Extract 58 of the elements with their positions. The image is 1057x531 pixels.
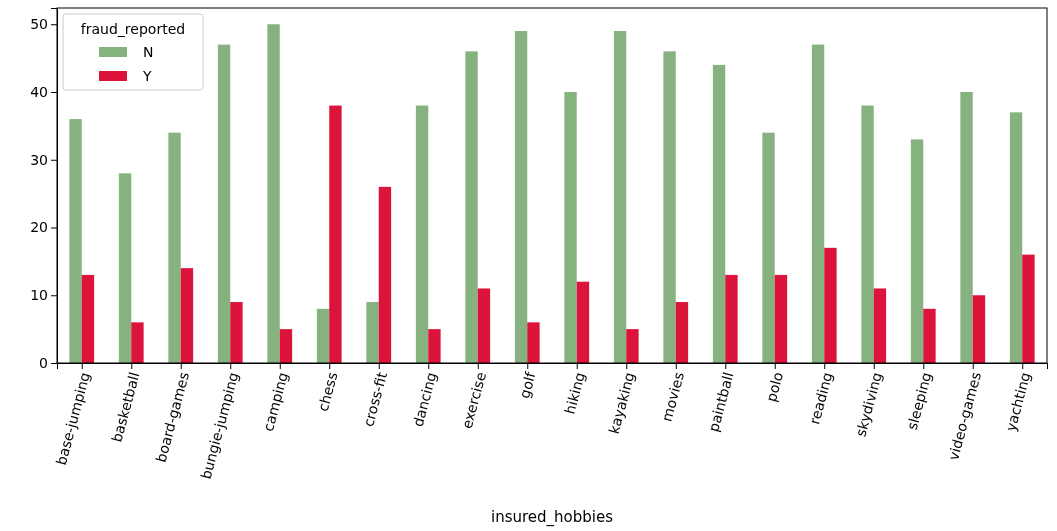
bar — [131, 322, 144, 363]
x-tick-label: golf — [516, 369, 539, 400]
bar — [329, 105, 342, 363]
bar — [725, 274, 738, 363]
bar — [428, 329, 441, 363]
bar — [873, 288, 887, 363]
bar — [564, 92, 577, 363]
x-tick-label: paintball — [705, 370, 737, 434]
bar — [811, 44, 825, 363]
y-tick-label: 20 — [30, 219, 48, 236]
legend-label: N — [143, 44, 154, 60]
bar — [626, 329, 639, 363]
bar — [415, 105, 429, 363]
bar — [230, 302, 243, 363]
bar — [465, 51, 478, 363]
y-tick-label: 10 — [30, 287, 48, 304]
x-tick-label: hiking — [561, 370, 589, 416]
bar — [316, 308, 330, 363]
bar — [168, 132, 181, 363]
bar — [477, 288, 491, 363]
x-tick-label: movies — [658, 370, 688, 424]
bar — [762, 132, 775, 363]
y-tick-label: 0 — [39, 354, 48, 371]
bar — [774, 274, 788, 363]
bar — [712, 64, 726, 363]
bar — [1009, 112, 1023, 363]
legend-label: Y — [142, 68, 152, 84]
bar — [960, 92, 973, 363]
x-tick-label: cross-fit — [360, 369, 391, 429]
bar — [861, 105, 874, 363]
bar — [366, 302, 379, 363]
bar — [663, 51, 676, 363]
y-tick-label: 30 — [30, 151, 48, 168]
x-axis-title: insured_hobbies — [490, 508, 614, 527]
bar — [613, 31, 627, 363]
bar — [923, 308, 936, 363]
x-tick-label: chess — [314, 370, 341, 414]
bar — [576, 281, 590, 363]
bar — [267, 24, 280, 363]
y-tick-label: 50 — [30, 16, 48, 33]
bar — [81, 274, 95, 363]
y-tick-label: 40 — [30, 83, 48, 100]
bar — [675, 302, 689, 363]
bar — [527, 322, 540, 363]
bar — [972, 295, 986, 363]
bar — [910, 139, 924, 363]
bar — [118, 173, 132, 363]
bar — [279, 329, 293, 363]
bar — [514, 31, 528, 363]
x-tick-label: polo — [762, 370, 787, 404]
bar — [217, 44, 231, 363]
bar — [378, 186, 392, 363]
bar — [1022, 254, 1035, 363]
legend-title: fraud_reported — [80, 21, 186, 37]
bar — [69, 119, 82, 363]
bar — [824, 247, 837, 363]
bar — [180, 268, 194, 363]
x-tick-label: exercise — [458, 370, 490, 431]
